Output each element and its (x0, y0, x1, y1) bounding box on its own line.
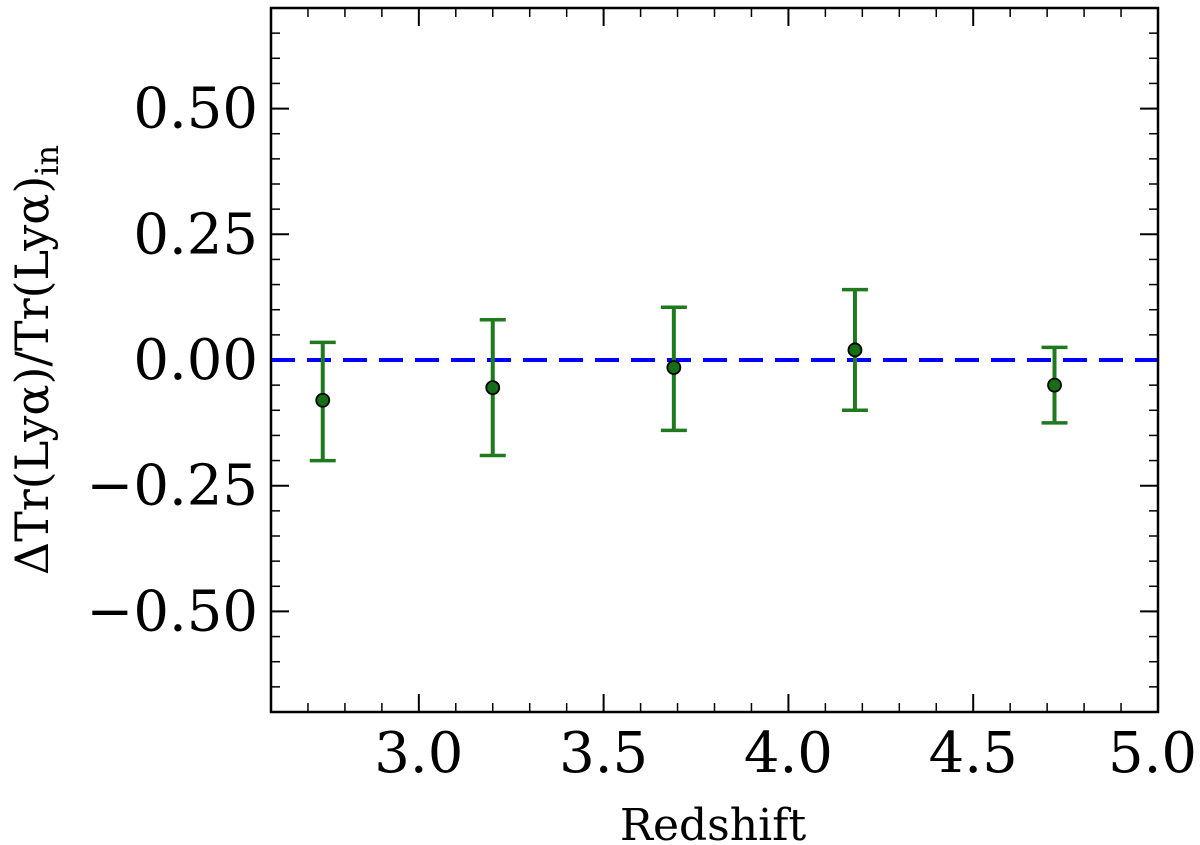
x-tick-labels: 3.0 3.5 4.0 4.5 5.0 (374, 721, 1197, 786)
y-tick-label: −0.25 (86, 454, 258, 519)
data-point (485, 380, 501, 396)
x-axis-title: Redshift (620, 800, 807, 845)
data-point (315, 392, 331, 408)
data-point (847, 342, 863, 358)
y-tick-label: 0.00 (133, 328, 258, 393)
major-ticks (271, 8, 1159, 712)
y-tick-labels: 0.50 0.25 0.00 −0.25 −0.50 (86, 77, 258, 645)
y-tick-label: −0.50 (86, 579, 258, 644)
x-tick-label: 3.5 (559, 721, 648, 786)
y-axis-title: ΔTr(Lyα)/Tr(Lyα)in (5, 145, 66, 575)
data-point (1047, 377, 1062, 393)
data-points (315, 342, 1062, 408)
y-axis-title-main: ΔTr(Lyα)/Tr(Lyα) (5, 176, 59, 575)
y-tick-label: 0.50 (133, 77, 258, 142)
x-tick-label: 5.0 (1108, 721, 1197, 786)
y-tick-label: 0.25 (133, 202, 258, 267)
error-bars (309, 287, 1068, 463)
data-point (666, 360, 682, 375)
plot-frame (269, 6, 1160, 714)
x-tick-label: 3.0 (374, 721, 463, 786)
x-tick-label: 4.5 (929, 721, 1018, 786)
x-tick-label: 4.0 (744, 721, 833, 786)
y-axis-title-subscript: in (28, 145, 66, 176)
